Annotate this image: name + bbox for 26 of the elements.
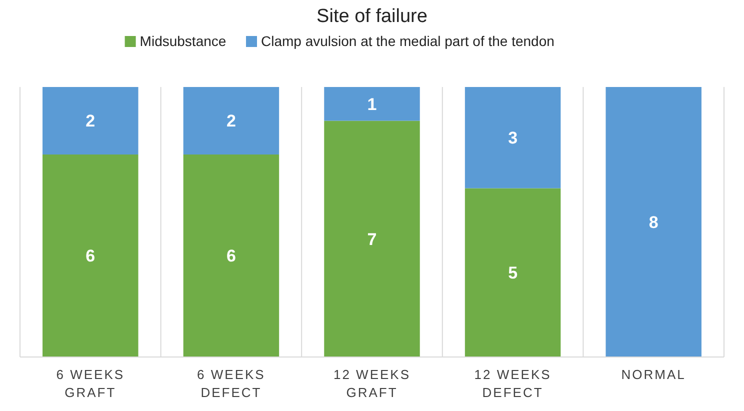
bar xyxy=(42,87,138,154)
bar xyxy=(464,87,561,188)
bar xyxy=(606,87,702,357)
x-tick-label: 6 WEEKS DEFECT xyxy=(197,367,266,400)
data-label: 8 xyxy=(648,212,658,232)
x-tick-label: 6 WEEKS GRAFT xyxy=(56,367,125,400)
data-label: 1 xyxy=(367,94,377,114)
bar xyxy=(324,120,420,357)
bar xyxy=(324,87,420,121)
data-label: 7 xyxy=(367,230,377,249)
data-label: 3 xyxy=(508,128,518,148)
chart-title: Site of failure xyxy=(316,6,428,27)
data-label: 5 xyxy=(508,264,518,283)
x-tick-label: NORMAL xyxy=(621,367,686,382)
x-tick-label: 12 WEEKS DEFECT xyxy=(474,367,552,400)
bar xyxy=(183,154,280,357)
legend-label: Midsubstance xyxy=(140,33,226,49)
legend-label: Clamp avulsion at the medial part of the tendon xyxy=(261,33,554,49)
data-label: 6 xyxy=(86,246,96,266)
bar xyxy=(464,188,561,357)
data-label: 2 xyxy=(226,112,236,131)
data-label: 2 xyxy=(86,112,96,131)
bar xyxy=(42,154,138,357)
x-tick-label: 12 WEEKS GRAFT xyxy=(333,367,411,400)
bar xyxy=(183,87,280,154)
data-label: 6 xyxy=(226,246,236,266)
